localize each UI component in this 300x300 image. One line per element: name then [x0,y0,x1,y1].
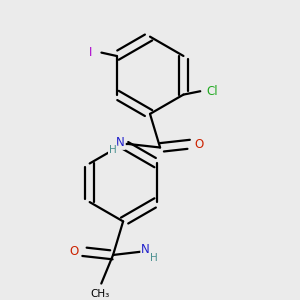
Text: CH₃: CH₃ [90,289,109,298]
Text: Cl: Cl [206,85,218,98]
Text: H: H [109,145,117,155]
Text: N: N [141,243,150,256]
Text: I: I [89,46,92,59]
Text: N: N [116,136,125,149]
Text: O: O [194,138,203,151]
Text: H: H [151,253,158,263]
Text: O: O [70,245,79,258]
